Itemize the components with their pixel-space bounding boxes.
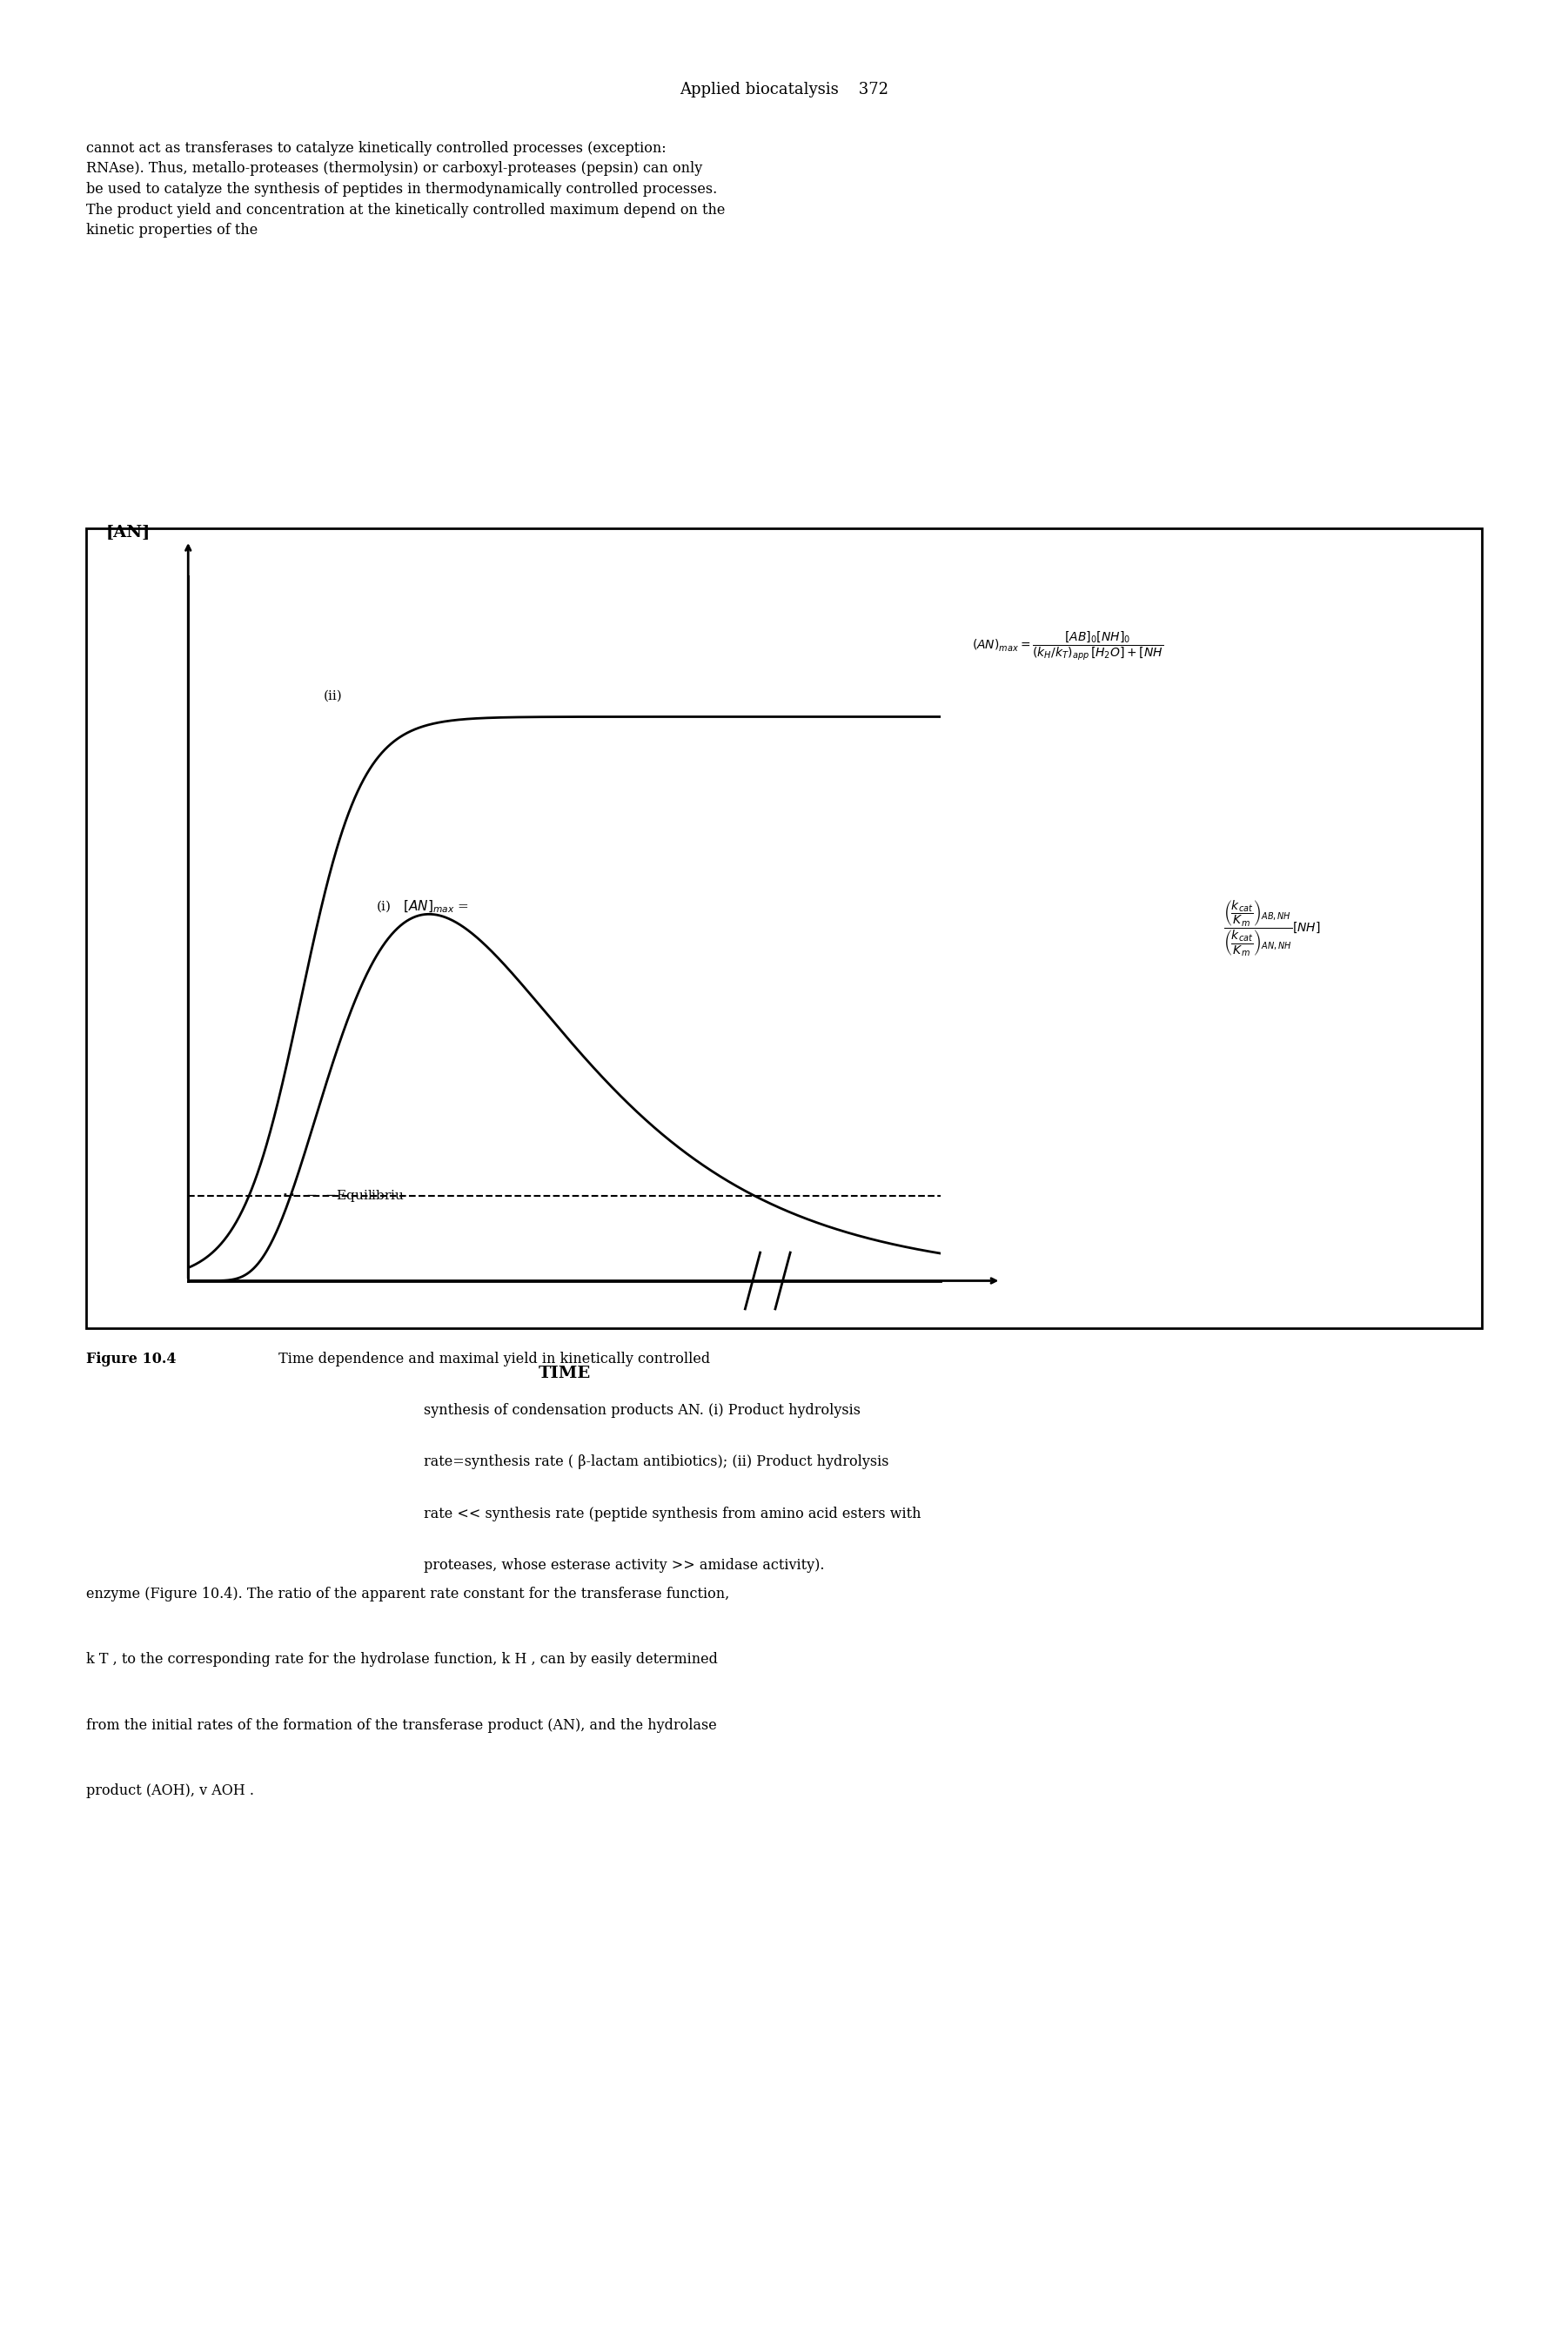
Text: proteases, whose esterase activity >> amidase activity).: proteases, whose esterase activity >> am… (423, 1558, 825, 1572)
Text: Figure 10.4: Figure 10.4 (86, 1351, 176, 1365)
Text: product (AOH), v AOH .: product (AOH), v AOH . (86, 1784, 254, 1798)
Text: rate=synthesis rate ( β-lactam antibiotics); (ii) Product hydrolysis: rate=synthesis rate ( β-lactam antibioti… (423, 1455, 889, 1469)
Text: $(AN)_{max} = \dfrac{[AB]_0[NH]_0}{(k_H/k_T)_{app}\,[H_2O] + [NH}$: $(AN)_{max} = \dfrac{[AB]_0[NH]_0}{(k_H/… (972, 630, 1163, 663)
Text: rate << synthesis rate (peptide synthesis from amino acid esters with: rate << synthesis rate (peptide synthesi… (423, 1506, 920, 1520)
Text: $\mathbf{\cdot\cdot}$  $-$  $-$Equilibriu: $\mathbf{\cdot\cdot}$ $-$ $-$Equilibriu (282, 1189, 405, 1203)
Text: cannot act as transferases to catalyze kinetically controlled processes (excepti: cannot act as transferases to catalyze k… (86, 141, 726, 237)
Text: $(i)\;\;[AN]_{max} = \dfrac{(k_T/k_H)_{app}}{(k_T/k_H)_{app}\,[NH] + [H_2O]}$: $(i)\;\;[AN]_{max} = \dfrac{(k_T/k_H)_{a… (596, 912, 811, 945)
Text: (ii): (ii) (323, 689, 342, 703)
Text: [AN]: [AN] (105, 524, 151, 540)
Text: TIME: TIME (538, 1365, 591, 1382)
Text: Applied biocatalysis    372: Applied biocatalysis 372 (679, 82, 889, 99)
Text: from the initial rates of the formation of the transferase product (AN), and the: from the initial rates of the formation … (86, 1718, 717, 1732)
Text: synthesis of condensation products AN. (i) Product hydrolysis: synthesis of condensation products AN. (… (423, 1403, 861, 1417)
Text: k T , to the corresponding rate for the hydrolase function, k H , can by easily : k T , to the corresponding rate for the … (86, 1652, 718, 1666)
Text: Time dependence and maximal yield in kinetically controlled: Time dependence and maximal yield in kin… (274, 1351, 710, 1365)
Text: $\dfrac{\left(\dfrac{k_{cat}}{K_m}\right)_{AB,NH}}{\left(\dfrac{k_{cat}}{K_m}\ri: $\dfrac{\left(\dfrac{k_{cat}}{K_m}\right… (1223, 898, 1320, 959)
Text: (i)   $[AN]_{max}$ =: (i) $[AN]_{max}$ = (376, 900, 469, 914)
Bar (86, 529, 1482, 1328)
Text: enzyme (Figure 10.4). The ratio of the apparent rate constant for the transferas: enzyme (Figure 10.4). The ratio of the a… (86, 1586, 729, 1600)
